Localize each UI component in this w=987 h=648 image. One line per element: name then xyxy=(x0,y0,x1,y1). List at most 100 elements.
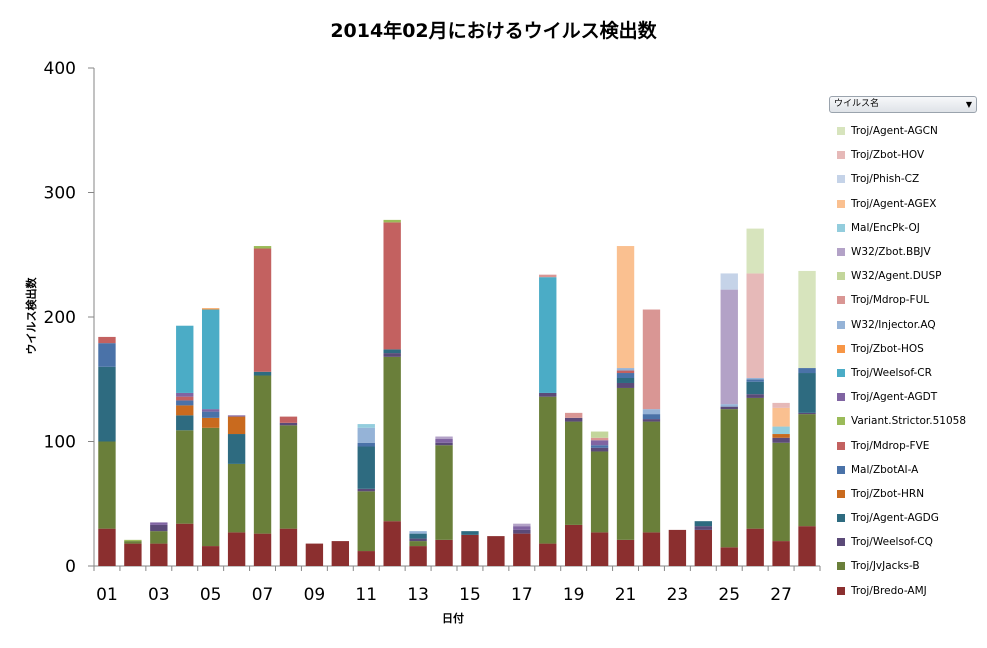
legend-label: Troj/Mdrop-FUL xyxy=(851,294,930,307)
bar-segment xyxy=(357,427,375,443)
legend-label: Troj/JvJacks-B xyxy=(851,560,920,573)
legend-swatch xyxy=(837,320,845,329)
legend-swatch xyxy=(837,417,845,426)
x-tick-label: 27 xyxy=(770,585,792,605)
bar-segment xyxy=(227,463,246,533)
bar-segment xyxy=(487,536,505,566)
legend-swatch xyxy=(837,489,845,498)
bar-segment xyxy=(409,531,427,534)
legend-label: Troj/Weelsof-CR xyxy=(851,366,932,379)
chevron-down-icon: ▼ xyxy=(965,100,972,109)
bar-segment xyxy=(564,421,583,525)
bar-segment xyxy=(642,409,661,415)
bar-segment xyxy=(746,378,764,380)
bar-segment xyxy=(590,451,609,533)
labels-layer: 0 100 200 300 400 01 03 05 07 09 11 13 15 17 19 21 23 25 2… xyxy=(44,59,792,605)
legend-swatch xyxy=(837,562,845,571)
bar-segment xyxy=(201,546,220,566)
bar-segment xyxy=(539,392,557,397)
x-tick-label: 23 xyxy=(667,585,689,605)
bar-segment xyxy=(435,439,453,443)
x-tick-label: 07 xyxy=(252,585,274,605)
bar-segment xyxy=(357,488,375,492)
bar-segment xyxy=(772,407,790,427)
legend-item: W32/Zbot.BBJV xyxy=(829,240,977,264)
legend-swatch xyxy=(837,127,845,136)
bar-segment xyxy=(98,528,116,566)
legend-label: Troj/Bredo-AMJ xyxy=(851,584,927,597)
bar-segment xyxy=(642,414,661,420)
legend-item: Troj/Bredo-AMJ xyxy=(829,579,977,603)
legend-swatch xyxy=(837,175,845,184)
bar-segment xyxy=(176,405,194,416)
bar-segment xyxy=(772,426,790,435)
bar-segment xyxy=(798,270,816,369)
bar-segment xyxy=(435,539,453,566)
legend-item: Troj/Zbot-HOS xyxy=(829,337,977,361)
legend-label: Troj/Mdrop-FVE xyxy=(851,439,930,452)
bar-segment xyxy=(539,543,557,566)
x-tick-label: 13 xyxy=(407,585,429,605)
bar-segment xyxy=(564,417,583,422)
bar-segment xyxy=(357,424,375,428)
bar-segment xyxy=(150,522,168,525)
bar-segment xyxy=(461,534,479,566)
bar-segment xyxy=(720,547,738,566)
bar-segment xyxy=(279,425,298,529)
bar-segment xyxy=(98,343,116,367)
bar-segment xyxy=(616,373,635,379)
bar-segment xyxy=(668,529,687,566)
bar-segment xyxy=(590,447,609,452)
legend-filter-label: ウイルス名 xyxy=(834,99,880,109)
bar-segment xyxy=(720,404,738,407)
legend-item: Variant.Strictor.51058 xyxy=(829,409,977,433)
legend-swatch xyxy=(837,248,845,257)
bar-segment xyxy=(150,531,168,544)
bar-segment xyxy=(357,446,375,489)
bar-segment xyxy=(383,521,401,566)
legend-item: Troj/Agent-AGDG xyxy=(829,506,977,530)
bar-segment xyxy=(590,532,609,566)
legend-swatch xyxy=(837,465,845,474)
legend-item: Mal/EncPk-OJ xyxy=(829,216,977,240)
legend-label: Mal/ZbotAI-A xyxy=(851,463,919,476)
bar-segment xyxy=(798,368,816,374)
legend-swatch xyxy=(837,151,845,160)
bar-segment xyxy=(616,370,635,374)
legend-label: Mal/EncPk-OJ xyxy=(851,221,920,234)
bar-segment xyxy=(513,526,531,530)
legend-label: Variant.Strictor.51058 xyxy=(851,415,967,428)
bar-segment xyxy=(539,277,557,393)
bar-segment xyxy=(435,442,453,446)
legend-item: Troj/Mdrop-FUL xyxy=(829,288,977,312)
x-tick-label: 25 xyxy=(718,585,740,605)
legend-label: Troj/Zbot-HRN xyxy=(851,487,925,500)
bar-segment xyxy=(409,546,427,566)
legend-label: W32/Zbot.BBJV xyxy=(851,246,931,259)
bar-segment xyxy=(720,289,738,405)
x-axis-title: 日付 xyxy=(442,611,464,625)
bar-segment xyxy=(176,415,194,431)
bar-segment xyxy=(772,442,790,542)
bar-segment xyxy=(409,538,427,542)
legend-swatch xyxy=(837,199,845,208)
bar-segment xyxy=(513,523,531,527)
bar-segment xyxy=(564,412,583,418)
bar-segment xyxy=(253,533,272,566)
legend: ウイルス名 ▼ Troj/Agent-AGCN Troj/Zbot-HOV Troj… xyxy=(829,96,977,603)
bar-segment xyxy=(357,442,375,447)
legend-filter-dropdown[interactable]: ウイルス名 ▼ xyxy=(829,96,977,113)
legend-list: Troj/Agent-AGCN Troj/Zbot-HOV Troj/Phish-C… xyxy=(829,119,977,603)
legend-label: Troj/Zbot-HOS xyxy=(851,342,924,355)
bar-segment xyxy=(176,392,194,397)
x-tick-label: 19 xyxy=(563,585,585,605)
bar-segment xyxy=(253,248,272,372)
legend-item: W32/Agent.DUSP xyxy=(829,264,977,288)
bar-segment xyxy=(305,543,324,566)
legend-swatch xyxy=(837,393,845,402)
bar-segment xyxy=(124,541,142,544)
x-tick-label: 03 xyxy=(148,585,170,605)
bar-segment xyxy=(124,539,142,542)
bar-segment xyxy=(616,246,635,369)
